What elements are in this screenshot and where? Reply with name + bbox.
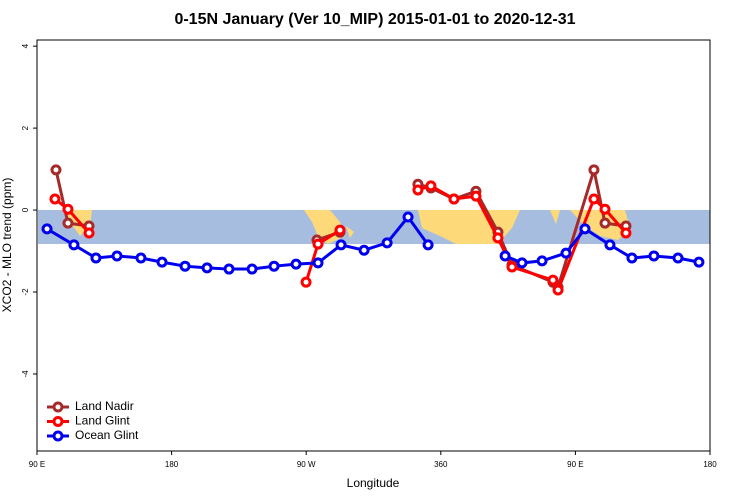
x-tick-label: 90 E [29,460,45,469]
point [335,239,347,251]
point [300,276,312,288]
point [492,232,504,244]
x-axis-label: Longitude [347,476,400,490]
point [402,211,414,223]
y-tick-label: 0 [21,207,30,212]
point [201,262,213,274]
point [672,252,684,264]
point [90,252,102,264]
y-tick-label: -4 [21,370,30,378]
point [334,224,346,236]
point [588,164,600,176]
point [588,193,600,205]
point [412,184,424,196]
point [516,257,528,269]
x-tick-label: 180 [703,460,717,469]
point [179,260,191,272]
x-tick-label: 90 E [567,460,583,469]
point [50,164,62,176]
legend-label: Land Glint [75,414,130,428]
point [135,252,147,264]
point [49,193,61,205]
legend-marker [52,401,64,413]
point [604,239,616,251]
point [68,239,80,251]
point [41,223,53,235]
point [422,239,434,251]
point [560,247,572,259]
point [381,237,393,249]
point [648,250,660,262]
y-tick-label: 2 [21,125,30,130]
point [62,217,74,229]
land [346,226,354,238]
point [552,284,564,296]
point [470,190,482,202]
point [312,238,324,250]
point [626,252,638,264]
legend-label: Land Nadir [75,399,134,413]
point [448,193,460,205]
y-tick-label: -2 [21,288,30,296]
legend-marker [52,416,64,427]
point [246,263,258,275]
point [506,261,518,273]
point [693,256,705,268]
plot-frame [36,39,711,452]
x-tick-label: 180 [165,460,179,469]
point [599,217,611,229]
legend-label: Ocean Glint [75,428,139,442]
point [499,250,511,262]
chart-title: 0-15N January (Ver 10_MIP) 2015-01-01 to… [174,11,575,28]
y-tick-label: 4 [21,43,30,48]
point [268,260,280,272]
point [312,257,324,269]
x-tick-label: 90 W [297,460,316,469]
land [550,210,560,224]
legend-marker [52,430,64,442]
point [358,244,370,256]
x-tick-label: 360 [434,460,448,469]
point [536,255,548,267]
point [425,180,437,192]
point [579,223,591,235]
point [290,258,302,270]
point [156,256,168,268]
point [83,227,95,239]
point [547,274,559,286]
y-axis-label: XCO2 - MLO trend (ppm) [0,178,14,313]
point [620,227,632,239]
point [223,263,235,275]
point [62,203,74,215]
point [599,203,611,215]
point [111,250,123,262]
